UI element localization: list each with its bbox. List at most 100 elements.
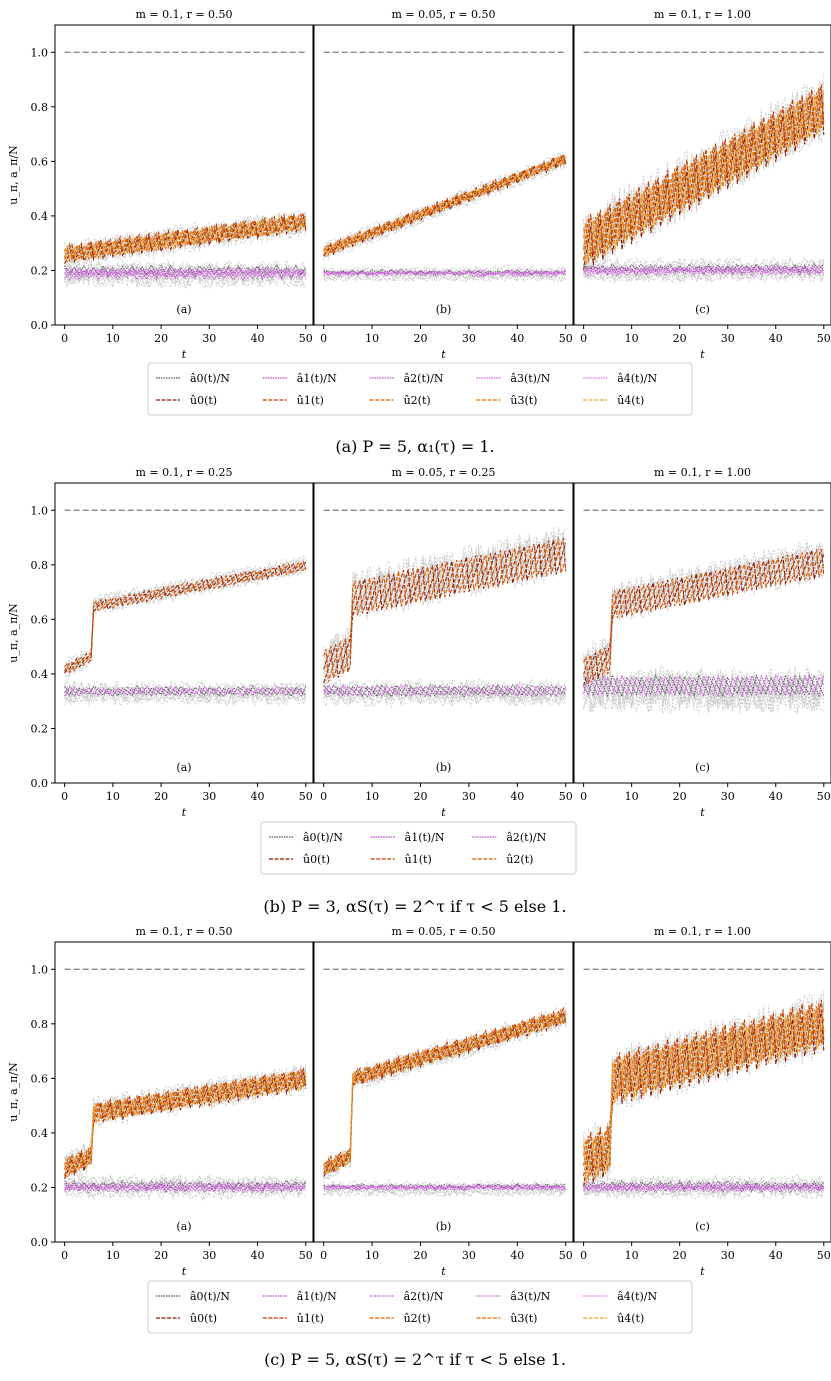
series-u-2 <box>64 1069 307 1175</box>
legend-label-a-3: â3(t)/N <box>510 1290 550 1303</box>
run-trace-a <box>323 680 567 702</box>
run-trace-u <box>323 532 567 679</box>
panel-label: (a) <box>176 1220 191 1233</box>
series-u-4 <box>64 214 307 264</box>
plot-frame <box>54 941 314 1243</box>
series-group <box>64 509 307 707</box>
x-tick-label: 30 <box>721 1249 735 1262</box>
run-trace-a <box>323 683 567 706</box>
chart-figure-2: u_π, a_π/N m = 0.1, r = 0.50 0 10 20 30 40 50 t 0… <box>7 925 831 1369</box>
x-tick-label: 20 <box>154 790 168 803</box>
series-a-4 <box>64 1183 307 1193</box>
series-group <box>323 509 567 709</box>
legend: â0(t)/N û0(t) â1(t)/N û1(t) â2(t)/N û2(t) â3(t… <box>147 1280 693 1334</box>
run-trace-a <box>323 678 566 699</box>
run-trace-u <box>323 1013 567 1180</box>
run-trace-a <box>583 675 825 714</box>
y-tick-label: 0.2 <box>31 1181 49 1194</box>
run-trace-u <box>323 1012 566 1175</box>
series-group <box>583 509 825 715</box>
panel-label: (c) <box>695 303 710 316</box>
series-a-2 <box>64 1184 307 1194</box>
series-a-3 <box>323 269 567 276</box>
series-u-0 <box>583 1010 825 1187</box>
series-u-2 <box>323 155 567 255</box>
x-tick-label: 20 <box>414 790 428 803</box>
run-trace-a <box>583 669 825 706</box>
panel-label: (b) <box>436 303 452 316</box>
y-tick-label: 1.0 <box>31 963 49 976</box>
run-trace-u <box>64 1064 307 1174</box>
y-tick-label: 0.6 <box>31 613 49 626</box>
panel-0: m = 0.1, r = 0.25 0 10 20 30 40 50 t 0.0 0.2 0.4 0.… <box>31 466 314 819</box>
run-trace-u <box>583 542 825 666</box>
legend-label-a-1: â1(t)/N <box>297 1290 337 1303</box>
x-axis-label: t <box>700 1265 705 1278</box>
run-trace-u <box>583 540 824 678</box>
panel-2: m = 0.1, r = 1.00 0 10 20 30 40 50 t (c) <box>573 466 831 819</box>
panel-label: (c) <box>695 1220 710 1233</box>
series-a-1 <box>583 673 825 698</box>
y-axis-label: u_π, a_π/N <box>7 1062 20 1122</box>
series-u-1 <box>583 548 825 680</box>
series-u-0 <box>323 156 567 257</box>
panel-title: m = 0.05, r = 0.50 <box>391 925 495 938</box>
panel-title: m = 0.1, r = 1.00 <box>654 925 751 938</box>
run-trace-a <box>583 667 825 709</box>
series-a-0 <box>583 263 825 273</box>
legend-label-u-1: û1(t) <box>297 394 324 407</box>
series-group <box>64 968 307 1202</box>
figure-caption: (b) P = 3, αS(τ) = 2^τ if τ < 5 else 1. <box>263 897 566 916</box>
panel-title: m = 0.1, r = 1.00 <box>654 466 751 479</box>
x-tick-label: 0 <box>61 790 68 803</box>
x-tick-label: 0 <box>320 1249 327 1262</box>
series-a-3 <box>583 1180 825 1191</box>
run-trace-a <box>64 685 306 703</box>
series-a-1 <box>64 685 307 697</box>
plot-frame <box>313 941 574 1243</box>
series-group <box>583 968 825 1201</box>
x-tick-label: 40 <box>769 332 783 345</box>
run-trace-u <box>583 95 825 272</box>
run-trace-u <box>323 1014 567 1180</box>
run-trace-u <box>64 1072 307 1181</box>
run-trace-u <box>64 1066 307 1175</box>
x-tick-label: 20 <box>673 1249 687 1262</box>
run-trace-a <box>323 267 566 277</box>
legend-frame <box>260 821 577 875</box>
x-axis-label: t <box>182 1265 187 1278</box>
legend-label-u-0: û0(t) <box>190 1312 217 1325</box>
series-a-3 <box>323 1183 567 1190</box>
x-tick-label: 10 <box>365 790 379 803</box>
run-trace-u <box>64 556 307 668</box>
legend-label-u-2: û2(t) <box>404 394 431 407</box>
panel-title: m = 0.1, r = 0.25 <box>135 466 232 479</box>
x-tick-label: 50 <box>299 790 313 803</box>
run-trace-a <box>583 1174 825 1192</box>
run-trace-a <box>583 265 825 283</box>
run-trace-a <box>64 688 307 707</box>
run-trace-u <box>323 527 567 674</box>
legend-label-u-2: û2(t) <box>404 1312 431 1325</box>
run-trace-u <box>323 527 567 671</box>
x-tick-label: 0 <box>61 1249 68 1262</box>
series-u-0 <box>323 540 567 683</box>
x-tick-label: 30 <box>721 332 735 345</box>
series-a-2 <box>323 1184 566 1192</box>
figure-caption: (a) P = 5, α₁(τ) = 1. <box>335 437 494 456</box>
run-trace-a <box>583 1174 825 1192</box>
x-tick-label: 50 <box>817 790 831 803</box>
run-trace-a <box>323 682 566 703</box>
legend-label-a-2: â2(t)/N <box>404 372 444 385</box>
legend-label-u-2: û2(t) <box>506 853 533 866</box>
run-trace-a <box>64 680 307 698</box>
y-tick-label: 0.2 <box>31 722 49 735</box>
run-trace-a <box>323 273 566 283</box>
x-tick-label: 20 <box>673 332 687 345</box>
series-a-0 <box>583 673 825 698</box>
run-trace-u <box>323 1012 566 1170</box>
legend-label-a-1: â1(t)/N <box>297 372 337 385</box>
x-tick-label: 50 <box>559 790 573 803</box>
legend-label-a-0: â0(t)/N <box>190 372 230 385</box>
series-u-4 <box>64 1070 307 1179</box>
